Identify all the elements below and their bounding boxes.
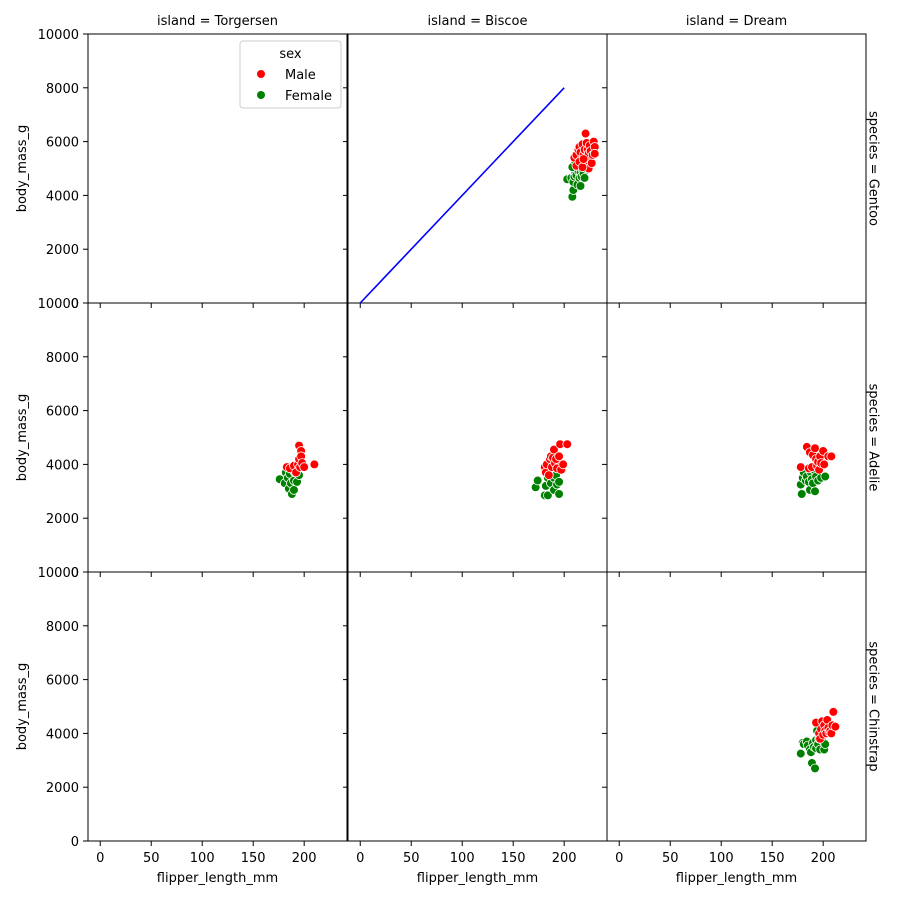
y-tick-label: 10000 [38, 566, 79, 581]
data-point-female [289, 485, 299, 495]
data-point-male [554, 451, 564, 462]
x-tick-label: 50 [143, 851, 160, 866]
data-point-male [828, 707, 839, 717]
col-title-torgersen: island = Torgersen [157, 14, 278, 29]
panel-frame-chinstrap-biscoe [347, 571, 608, 842]
x-tick-label: 0 [615, 851, 623, 866]
x-axis-label: flipper_length_mm [417, 871, 538, 886]
data-point-female [579, 173, 590, 183]
data-point-male [589, 148, 600, 159]
data-point-female [532, 475, 543, 486]
data-point-female [554, 489, 564, 499]
data-point-female [795, 748, 806, 759]
data-point-male [558, 459, 568, 470]
x-tick-label: 50 [403, 851, 420, 866]
panel-frame-gentoo-dream [606, 33, 867, 304]
y-axis-label: body_mass_g [15, 125, 30, 213]
y-tick-label: 0 [71, 297, 79, 312]
col-title-biscoe: island = Biscoe [427, 14, 527, 29]
data-point-male [562, 439, 573, 450]
data-point-male [826, 451, 837, 462]
data-point-male [586, 158, 597, 168]
y-tick-label: 4000 [46, 727, 79, 742]
data-point-male [795, 462, 806, 472]
y-axis-label: body_mass_g [15, 394, 30, 482]
panel-frame-chinstrap-torgersen [87, 571, 348, 842]
legend-marker-male [256, 69, 266, 79]
x-tick-label: 150 [501, 851, 526, 866]
x-tick-label: 200 [552, 851, 577, 866]
data-point-male [544, 470, 554, 480]
panel-frame-adelie-biscoe [347, 302, 608, 573]
legend-label-female: Female [285, 89, 332, 104]
x-tick-label: 100 [709, 851, 734, 866]
data-point-male [830, 721, 841, 732]
x-tick-label: 200 [292, 851, 317, 866]
data-point-female [575, 181, 586, 191]
data-point-male [549, 444, 559, 455]
y-tick-label: 2000 [46, 781, 79, 796]
y-tick-label: 6000 [46, 405, 79, 420]
legend-marker-female [256, 90, 266, 100]
y-tick-label: 6000 [46, 136, 79, 151]
y-axis-label: body_mass_g [15, 663, 30, 751]
x-tick-label: 100 [450, 851, 475, 866]
y-tick-label: 10000 [38, 297, 79, 312]
data-point-male [299, 462, 309, 472]
row-title-chinstrap: species = Chinstrap [866, 641, 881, 771]
data-point-female [796, 489, 807, 499]
data-point-male [819, 459, 829, 470]
y-tick-label: 0 [71, 566, 79, 581]
panel-frame-adelie-dream [606, 302, 867, 573]
x-axis-label: flipper_length_mm [676, 871, 797, 886]
col-title-dream: island = Dream [686, 14, 787, 29]
data-point-male [580, 128, 591, 139]
y-tick-label: 8000 [46, 351, 79, 366]
y-tick-label: 2000 [46, 512, 79, 527]
x-axis-label: flipper_length_mm [157, 871, 278, 886]
y-tick-label: 4000 [46, 458, 79, 473]
data-point-male [578, 154, 589, 164]
x-tick-label: 150 [760, 851, 785, 866]
y-tick-label: 6000 [46, 674, 79, 689]
panel-frame-chinstrap-dream [606, 571, 867, 842]
row-title-gentoo: species = Gentoo [866, 111, 881, 226]
data-point-male [309, 459, 320, 470]
x-tick-label: 0 [356, 851, 364, 866]
y-tick-label: 4000 [46, 189, 79, 204]
data-point-male [810, 443, 820, 454]
y-tick-label: 8000 [46, 620, 79, 635]
legend-label-male: Male [285, 68, 316, 83]
x-tick-label: 100 [190, 851, 215, 866]
data-point-female [554, 477, 564, 487]
data-point-female [820, 471, 831, 482]
data-point-male [577, 162, 588, 172]
legend-title: sex [279, 47, 302, 62]
data-point-female [810, 486, 820, 497]
panel-frame-adelie-torgersen [87, 302, 348, 573]
x-tick-label: 50 [662, 851, 679, 866]
x-tick-label: 200 [811, 851, 836, 866]
data-point-female [543, 490, 553, 501]
y-tick-label: 8000 [46, 82, 79, 97]
legend-box [239, 40, 342, 109]
x-tick-label: 150 [241, 851, 266, 866]
row-title-adelie: species = Adelie [866, 384, 881, 492]
data-point-female [810, 763, 820, 774]
reference-line [359, 87, 565, 304]
y-tick-label: 2000 [46, 243, 79, 258]
y-tick-label: 0 [71, 835, 79, 850]
y-tick-label: 10000 [38, 28, 79, 43]
x-tick-label: 0 [96, 851, 104, 866]
